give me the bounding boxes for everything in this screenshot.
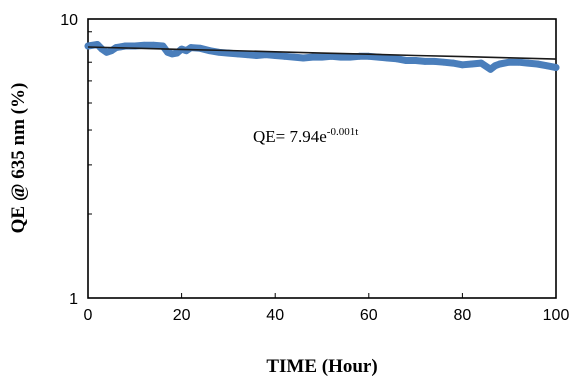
y-axis-title: QE @ 635 nm (%): [8, 83, 29, 234]
data-point: [430, 57, 438, 65]
data-point: [84, 42, 92, 50]
data-point: [93, 41, 101, 48]
fit-line: [87, 46, 557, 60]
data-point: [309, 53, 317, 61]
x-axis-title: TIME (Hour): [266, 356, 377, 377]
x-tick-label: 40: [266, 307, 284, 324]
data-point: [487, 65, 494, 73]
y-tick-label: 1: [69, 291, 78, 308]
data-point: [552, 64, 560, 71]
x-tick-label: 80: [454, 307, 472, 324]
data-point: [173, 49, 181, 57]
data-point: [496, 60, 504, 68]
data-point: [515, 58, 522, 66]
x-tick-label: 20: [173, 307, 191, 324]
data-point: [533, 60, 541, 68]
x-tick-label: 60: [360, 307, 378, 324]
data-point: [290, 53, 298, 61]
y-tick-label: 10: [60, 12, 78, 29]
data-series-band: [84, 41, 560, 73]
data-point: [449, 59, 457, 67]
data-point: [477, 59, 485, 67]
data-point: [159, 42, 167, 50]
data-point: [543, 62, 551, 70]
data-point: [140, 41, 148, 49]
data-point: [262, 51, 270, 59]
data-point: [459, 61, 466, 69]
data-point: [374, 53, 382, 61]
data-point: [196, 44, 204, 52]
data-point: [505, 58, 513, 66]
data-point: [402, 57, 410, 64]
data-point: [524, 59, 532, 67]
data-point: [299, 54, 307, 62]
data-point: [421, 57, 429, 65]
data-point: [318, 53, 326, 61]
data-point: [281, 52, 288, 60]
data-point: [440, 58, 448, 66]
data-point: [243, 51, 251, 59]
x-tick-label: 100: [543, 307, 570, 324]
data-point: [327, 52, 335, 60]
data-point: [234, 50, 242, 58]
fit-equation-exponent: -0.001t: [327, 126, 358, 138]
data-point: [468, 60, 476, 68]
data-point: [412, 57, 419, 64]
data-point: [271, 52, 279, 59]
fit-equation: QE= 7.94e-0.001t: [253, 126, 358, 146]
data-point: [337, 53, 345, 61]
data-point: [393, 55, 401, 63]
x-tick-label: 0: [84, 307, 93, 324]
data-point: [150, 41, 157, 49]
data-point: [225, 49, 232, 57]
plot-area: [87, 18, 557, 299]
data-point: [346, 53, 354, 61]
data-point: [253, 52, 260, 59]
fit-equation-base: QE= 7.94e: [253, 127, 327, 146]
data-point: [384, 54, 391, 62]
